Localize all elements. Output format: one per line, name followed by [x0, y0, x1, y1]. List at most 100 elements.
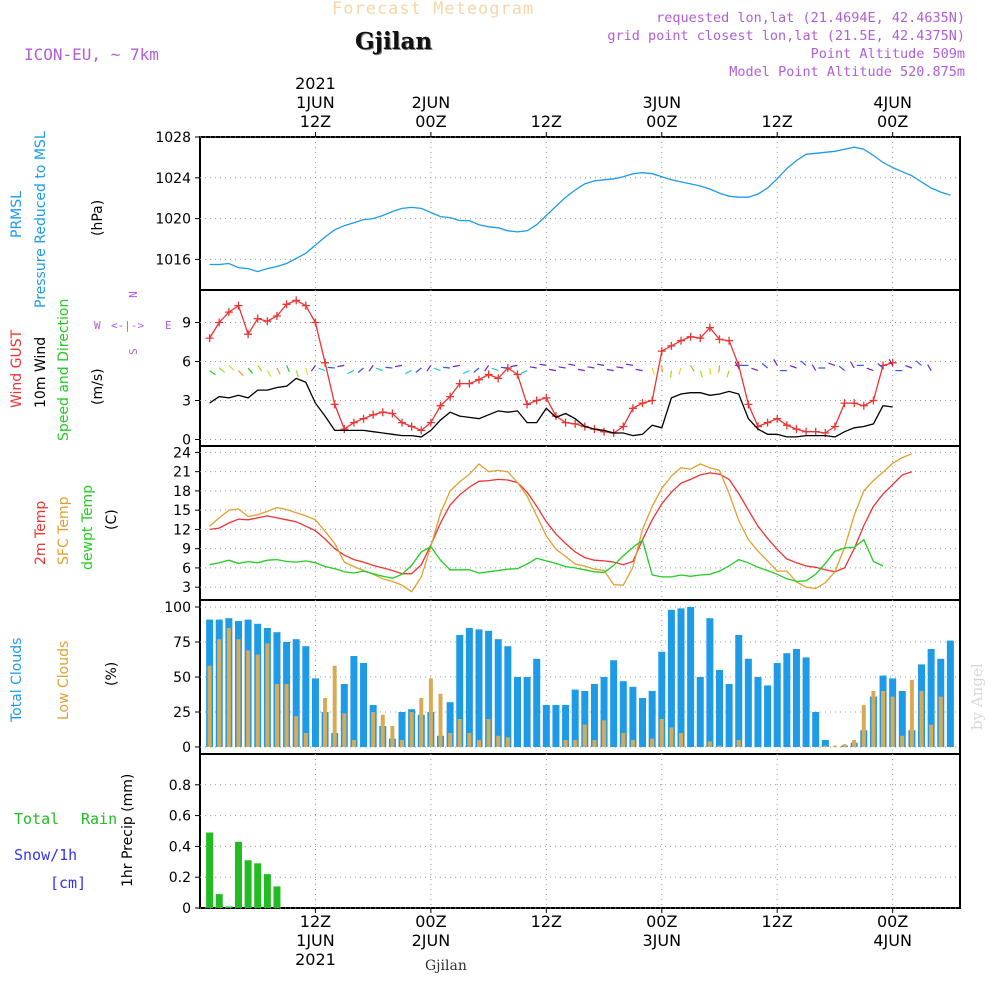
ytick-label-2-4: 15 — [173, 503, 191, 519]
total-cloud-bar-50 — [687, 607, 695, 747]
total-cloud-bar-37 — [562, 705, 570, 747]
low-cloud-bar-55 — [736, 740, 741, 747]
wind-arrow-0 — [209, 370, 216, 376]
time-bottom-label-1-1: 2JUN — [412, 931, 451, 950]
total-cloud-bar-35 — [542, 705, 550, 747]
total-cloud-bar-57 — [754, 677, 762, 747]
low-cloud-bar-65 — [832, 745, 837, 747]
gust-marker-35 — [542, 393, 551, 402]
time-top-label-4-0: 12Z — [762, 112, 793, 131]
low-cloud-bar-20 — [400, 740, 405, 747]
low-cloud-bar-71 — [890, 696, 895, 747]
low-cloud-bar-25 — [448, 733, 453, 747]
gust-marker-13 — [330, 400, 339, 409]
time-top-label-5-1: 00Z — [877, 112, 908, 131]
total-cloud-bar-9 — [292, 639, 300, 747]
gust-marker-52 — [705, 323, 714, 332]
ytick-label-3-3: 75 — [173, 635, 191, 651]
gust-marker-48 — [667, 341, 676, 350]
wind-arrow-39 — [577, 368, 585, 372]
total-cloud-bar-51 — [696, 677, 704, 747]
total-cloud-bar-43 — [619, 681, 627, 747]
wind-arrow-58 — [761, 363, 768, 369]
wind-arrow-33 — [520, 370, 528, 375]
rain-bar-7 — [273, 886, 281, 908]
gust-marker-4 — [244, 330, 253, 339]
total-cloud-bar-55 — [735, 635, 743, 747]
gust-marker-66 — [840, 399, 849, 408]
gust-marker-33 — [523, 400, 532, 409]
rain-bar-3 — [234, 841, 242, 908]
wind-arrow-38 — [568, 363, 576, 366]
compass-arrows: <-|-> — [111, 319, 145, 332]
total-cloud-bar-34 — [533, 658, 541, 747]
low-cloud-bar-68 — [861, 705, 866, 747]
total-cloud-bar-16 — [360, 663, 368, 747]
wind-arrow-75 — [927, 364, 932, 371]
ytick-label-0-2: 1024 — [155, 171, 191, 187]
time-bottom-label-2-0: 12Z — [531, 912, 562, 931]
low-cloud-bar-30 — [496, 735, 501, 747]
wind-arrow-24 — [433, 367, 441, 372]
gust-marker-19 — [388, 409, 397, 418]
gust-marker-68 — [859, 401, 868, 410]
total-cloud-bar-47 — [658, 651, 666, 747]
gust-marker-50 — [686, 332, 695, 341]
panel-frame-4 — [199, 753, 961, 909]
ytick-label-4-4: 0.8 — [169, 778, 191, 794]
low-cloud-bar-64 — [823, 745, 828, 747]
wind-arrow-70 — [877, 363, 884, 369]
time-bottom-label-5-0: 00Z — [877, 912, 908, 931]
total-cloud-bar-31 — [504, 646, 512, 747]
low-cloud-bar-1 — [217, 639, 222, 747]
gust-marker-8 — [282, 300, 291, 309]
wind-arrow-4 — [247, 367, 253, 374]
compass-w: W — [94, 319, 101, 332]
gust-marker-2 — [224, 308, 233, 317]
wind-arrow-62 — [800, 360, 807, 366]
panel-frame-2 — [199, 445, 961, 601]
precip-label-cm: [cm] — [50, 874, 87, 892]
gust-marker-25 — [446, 392, 455, 401]
gust-marker-1 — [215, 318, 224, 327]
gust-marker-63 — [811, 427, 820, 436]
gust-marker-26 — [455, 379, 464, 388]
gust-marker-46 — [648, 396, 657, 405]
gust-marker-23 — [426, 418, 435, 427]
low-cloud-bar-23 — [428, 678, 433, 747]
super-title: Forecast Meteogram — [332, 0, 535, 19]
total-cloud-bar-45 — [639, 698, 647, 747]
low-cloud-bar-37 — [563, 740, 568, 747]
low-cloud-bar-17 — [371, 712, 376, 747]
gust-marker-7 — [272, 312, 281, 320]
wind-arrow-27 — [462, 370, 470, 375]
wind-arrow-31 — [500, 366, 508, 369]
time-top-label-0-1: 1JUN — [296, 93, 335, 112]
gust-marker-65 — [830, 422, 839, 431]
rain-bar-2 — [225, 906, 233, 908]
wind-arrow-66 — [838, 365, 845, 372]
low-cloud-bar-15 — [351, 740, 356, 747]
total-cloud-bar-39 — [581, 691, 589, 747]
low-cloud-bar-49 — [679, 733, 684, 747]
wind-arrow-47 — [661, 365, 664, 373]
gust-marker-27 — [465, 379, 474, 388]
wind-arrow-29 — [484, 365, 490, 372]
total-cloud-bar-60 — [783, 653, 791, 747]
ytick-label-1-1: 3 — [182, 394, 191, 410]
gust-marker-9 — [292, 296, 301, 305]
wind-arrow-32 — [510, 364, 518, 368]
ytick-label-4-1: 0.2 — [169, 870, 191, 886]
total-cloud-bar-46 — [648, 691, 656, 747]
gust-marker-22 — [417, 426, 426, 435]
low-cloud-bar-66 — [842, 744, 847, 747]
low-cloud-bar-28 — [476, 740, 481, 747]
total-cloud-bar-25 — [446, 702, 454, 747]
wind-arrow-14 — [337, 364, 345, 368]
ytick-label-3-4: 100 — [164, 600, 191, 616]
low-cloud-bar-40 — [592, 740, 597, 747]
wind-arrow-41 — [597, 363, 605, 366]
low-cloud-bar-39 — [582, 724, 587, 747]
low-cloud-bar-74 — [919, 691, 924, 747]
